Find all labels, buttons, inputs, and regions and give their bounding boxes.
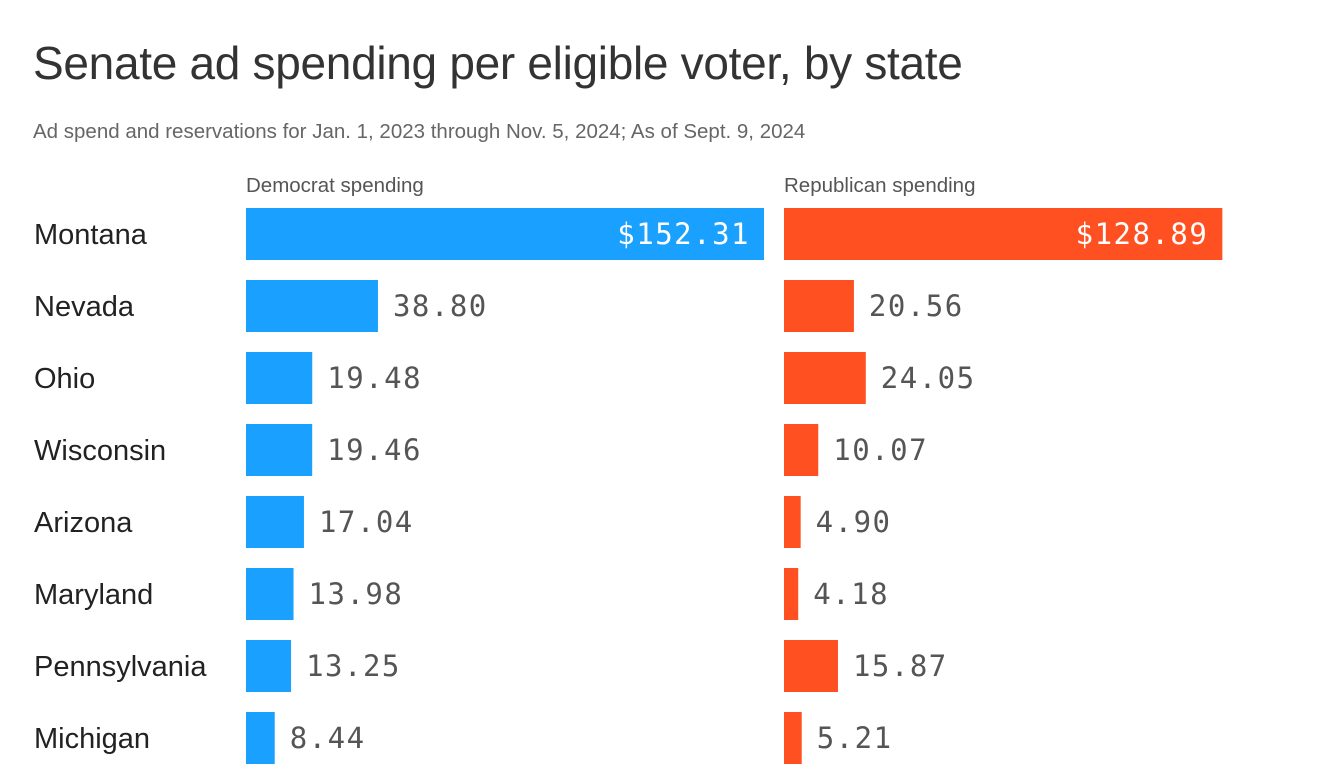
democrat-bar-maryland [246,568,294,620]
democrat-value-ohio: 19.48 [327,361,422,395]
democrat-value-michigan: 8.44 [290,721,366,755]
republican-bar-maryland [784,568,799,620]
democrat-value-pennsylvania: 13.25 [306,649,401,683]
democrat-bar-arizona [246,496,304,548]
democrat-value-wisconsin: 19.46 [327,433,422,467]
state-label-maryland: Maryland [34,579,153,611]
chart-title: Senate ad spending per eligible voter, b… [33,37,963,89]
democrat-bar-ohio [246,352,313,404]
state-label-nevada: Nevada [34,291,135,323]
state-label-michigan: Michigan [34,723,150,755]
republican-value-nevada: 20.56 [869,289,964,323]
republican-bar-michigan [784,712,802,764]
democrat-value-maryland: 13.98 [309,577,404,611]
democrat-bar-wisconsin [246,424,313,476]
republican-value-ohio: 24.05 [881,361,976,395]
state-label-pennsylvania: Pennsylvania [34,651,207,683]
democrat-value-montana: $152.31 [617,217,750,251]
democrat-bar-michigan [246,712,275,764]
state-label-wisconsin: Wisconsin [34,435,166,467]
republican-column-header: Republican spending [784,174,975,197]
democrat-value-arizona: 17.04 [319,505,414,539]
republican-value-arizona: 4.90 [816,505,892,539]
democrat-column-header: Democrat spending [246,174,424,197]
state-label-arizona: Arizona [34,507,133,539]
democrat-bar-nevada [246,280,378,332]
republican-bar-montana [784,208,1223,260]
republican-bar-nevada [784,280,854,332]
republican-value-maryland: 4.18 [813,577,889,611]
republican-value-wisconsin: 10.07 [833,433,928,467]
republican-value-michigan: 5.21 [817,721,893,755]
democrat-bar-pennsylvania [246,640,292,692]
state-label-montana: Montana [34,219,148,251]
chart-subtitle: Ad spend and reservations for Jan. 1, 20… [33,120,806,143]
democrat-bar-montana [246,208,764,260]
republican-value-montana: $128.89 [1076,217,1209,251]
republican-bar-arizona [784,496,801,548]
republican-bar-wisconsin [784,424,819,476]
state-label-ohio: Ohio [34,363,95,395]
republican-value-pennsylvania: 15.87 [853,649,948,683]
democrat-value-nevada: 38.80 [393,289,488,323]
republican-bar-ohio [784,352,866,404]
republican-bar-pennsylvania [784,640,838,692]
